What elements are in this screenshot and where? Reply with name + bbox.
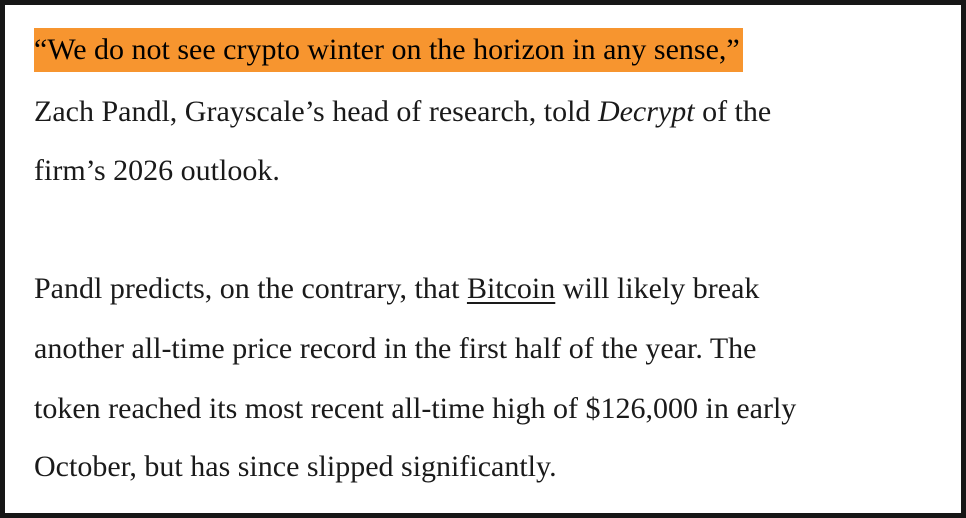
- text: of the: [694, 95, 772, 128]
- text: Zach Pandl, Grayscale’s head of research…: [34, 95, 598, 128]
- paragraph-1-line-3: firm’s 2026 outlook.: [34, 154, 280, 187]
- text: Pandl predicts, on the contrary, that: [34, 272, 467, 305]
- publication-name: Decrypt: [597, 95, 695, 128]
- text: will likely break: [555, 272, 760, 305]
- bitcoin-link[interactable]: Bitcoin: [466, 272, 556, 305]
- paragraph-1-line-1: “We do not see crypto winter on the hori…: [34, 28, 743, 72]
- paragraph-2-line-4: October, but has since slipped significa…: [34, 450, 557, 483]
- paragraph-2-line-2: another all-time price record in the fir…: [34, 332, 757, 365]
- paragraph-2-line-1: Pandl predicts, on the contrary, that Bi…: [34, 267, 759, 311]
- paragraph-2-line-3: token reached its most recent all-time h…: [34, 392, 797, 425]
- paragraph-1-line-2: Zach Pandl, Grayscale’s head of research…: [34, 90, 771, 134]
- highlighted-quote: “We do not see crypto winter on the hori…: [34, 28, 743, 72]
